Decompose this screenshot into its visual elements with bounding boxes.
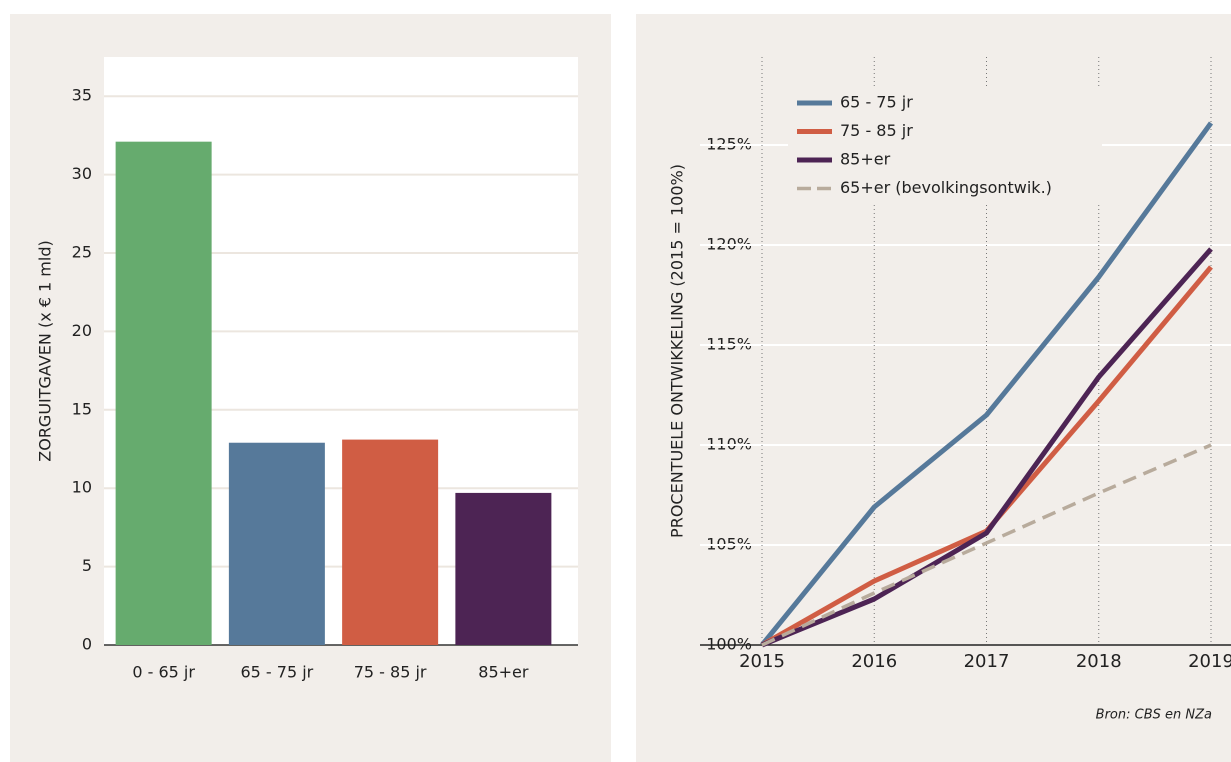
x-tick-label: 2018 bbox=[1076, 651, 1122, 672]
legend-box bbox=[788, 88, 1102, 204]
y-axis-label: ZORGUITGAVEN (x € 1 mld) bbox=[36, 240, 55, 461]
x-tick-label: 2015 bbox=[739, 651, 785, 672]
legend-label: 75 - 85 jr bbox=[840, 121, 913, 140]
line-series bbox=[760, 121, 1214, 647]
y-tick-label: 100% bbox=[706, 635, 752, 654]
x-tick-label: 85+er bbox=[478, 663, 529, 682]
legend-label: 85+er bbox=[840, 150, 891, 169]
x-tick-label: 65 - 75 jr bbox=[240, 663, 313, 682]
y-axis-label: PROCENTUELE ONTWIKKELING (2015 = 100%) bbox=[668, 164, 687, 538]
bar bbox=[342, 439, 439, 645]
x-tick-label: 2016 bbox=[851, 651, 897, 672]
x-tick-label: 0 - 65 jr bbox=[132, 663, 195, 682]
y-tick-label: 0 bbox=[82, 635, 92, 654]
y-tick-label: 10 bbox=[72, 478, 92, 497]
y-tick-label: 35 bbox=[72, 86, 92, 105]
y-tick-label: 30 bbox=[72, 164, 92, 183]
y-tick-label: 5 bbox=[82, 556, 92, 575]
legend-label: 65+er (bevolkingsontwik.) bbox=[840, 178, 1052, 197]
y-tick-label: 25 bbox=[72, 243, 92, 262]
bar bbox=[115, 141, 212, 645]
x-tick-label: 2019 bbox=[1188, 651, 1231, 672]
bar bbox=[228, 442, 325, 645]
legend-label: 65 - 75 jr bbox=[840, 93, 913, 112]
source-note: Bron: CBS en NZa bbox=[1096, 708, 1212, 723]
x-tick-label: 75 - 85 jr bbox=[354, 663, 427, 682]
line-series bbox=[761, 247, 1213, 648]
y-tick-label: 20 bbox=[72, 321, 92, 340]
line-series bbox=[761, 443, 1212, 647]
x-tick-label: 2017 bbox=[964, 651, 1010, 672]
y-tick-label: 15 bbox=[72, 399, 92, 418]
bar bbox=[455, 492, 552, 645]
